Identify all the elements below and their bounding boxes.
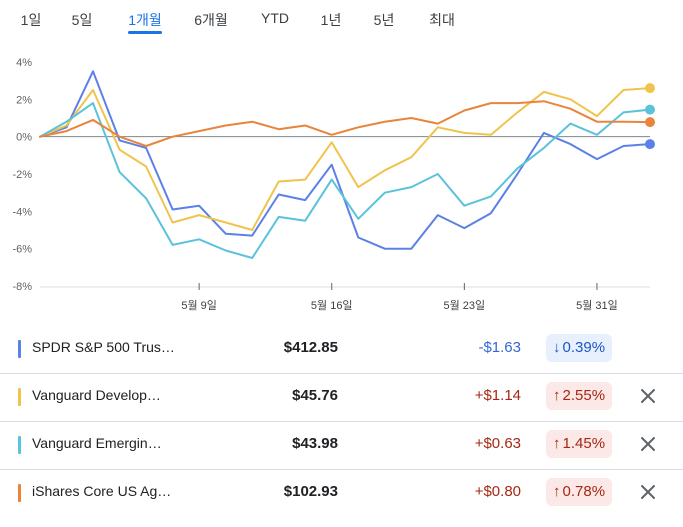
y-tick-label: 0% xyxy=(16,132,32,144)
x-tick-label: 5월 9일 xyxy=(181,298,217,312)
series-end-marker-0 xyxy=(645,139,655,150)
series-line-1 xyxy=(39,87,651,231)
arrow-up-icon: ↑ xyxy=(553,435,561,452)
tab-2[interactable]: 1개월 xyxy=(128,12,162,28)
x-tick-label: 5월 23일 xyxy=(444,298,486,312)
close-icon[interactable] xyxy=(638,482,658,502)
y-tick-label: -4% xyxy=(12,206,32,218)
percent-change-badge: ↑ 2.55% xyxy=(546,382,613,410)
arrow-up-icon: ↑ xyxy=(553,483,561,500)
percent-change-badge: ↑ 0.78% xyxy=(546,478,613,506)
comparison-row[interactable]: iShares Core US Ag… $102.93 +$0.80 ↑ 0.78% xyxy=(0,469,683,517)
series-color-swatch xyxy=(18,436,21,454)
close-icon[interactable] xyxy=(638,434,658,454)
comparison-row[interactable]: Vanguard Emergin… $43.98 +$0.63 ↑ 1.45% xyxy=(0,421,683,470)
series-end-marker-1 xyxy=(645,83,655,94)
close-icon[interactable] xyxy=(638,386,658,406)
tab-6[interactable]: 5년 xyxy=(373,12,395,28)
series-end-marker-3 xyxy=(645,117,655,128)
y-tick-label: 2% xyxy=(16,94,32,106)
security-name[interactable]: Vanguard Develop… xyxy=(32,387,161,403)
security-name[interactable]: SPDR S&P 500 Trus… xyxy=(32,339,175,355)
series-line-0 xyxy=(39,70,651,250)
arrow-down-icon: ↓ xyxy=(553,339,561,356)
security-price: $43.98 xyxy=(292,435,338,452)
percent-change-badge: ↑ 1.45% xyxy=(546,430,613,458)
price-change: +$0.63 xyxy=(474,435,521,452)
tab-3[interactable]: 6개월 xyxy=(194,12,228,28)
price-change: +$0.80 xyxy=(474,483,521,500)
percent-change-value: 0.78% xyxy=(562,483,606,500)
y-tick-label: -6% xyxy=(12,244,32,256)
security-name[interactable]: Vanguard Emergin… xyxy=(32,435,162,451)
comparison-row[interactable]: SPDR S&P 500 Trus… $412.85 -$1.63 ↓ 0.39% xyxy=(0,325,683,374)
security-price: $45.76 xyxy=(292,387,338,404)
time-range-tabs: 1일 5일 1개월 6개월 YTD 1년 5년 최대 xyxy=(0,0,683,40)
price-change: -$1.63 xyxy=(478,339,521,356)
x-tick-label: 5월 31일 xyxy=(576,298,618,312)
security-price: $102.93 xyxy=(283,483,338,500)
percent-change-badge: ↓ 0.39% xyxy=(546,334,613,362)
tab-4[interactable]: YTD xyxy=(261,10,289,26)
series-line-3 xyxy=(39,100,651,147)
active-tab-indicator xyxy=(128,31,162,34)
series-color-swatch xyxy=(18,484,21,502)
percent-change-value: 2.55% xyxy=(562,387,606,404)
tab-7[interactable]: 최대 xyxy=(429,12,455,28)
tab-5[interactable]: 1년 xyxy=(320,12,342,28)
y-tick-label: -2% xyxy=(12,169,32,181)
percent-change-value: 1.45% xyxy=(562,435,606,452)
y-tick-label: -8% xyxy=(12,281,32,293)
x-tick-label: 5월 16일 xyxy=(311,298,353,312)
comparison-line-chart: 4% 2% 0% -2% -4% -6% -8% 5월 9일 5월 16일 5월 23일 5월 31… xyxy=(12,57,655,312)
security-price: $412.85 xyxy=(283,339,338,356)
price-change: +$1.14 xyxy=(474,387,521,404)
series-line-2 xyxy=(39,102,651,259)
series-end-marker-2 xyxy=(645,104,655,115)
arrow-up-icon: ↑ xyxy=(553,387,561,404)
y-tick-label: 4% xyxy=(16,57,32,69)
comparison-row[interactable]: Vanguard Develop… $45.76 +$1.14 ↑ 2.55% xyxy=(0,373,683,422)
percent-change-value: 0.39% xyxy=(562,339,606,356)
tab-0[interactable]: 1일 xyxy=(20,12,42,28)
series-color-swatch xyxy=(18,388,21,406)
tab-1[interactable]: 5일 xyxy=(71,12,93,28)
security-name[interactable]: iShares Core US Ag… xyxy=(32,483,172,499)
series-color-swatch xyxy=(18,340,21,358)
